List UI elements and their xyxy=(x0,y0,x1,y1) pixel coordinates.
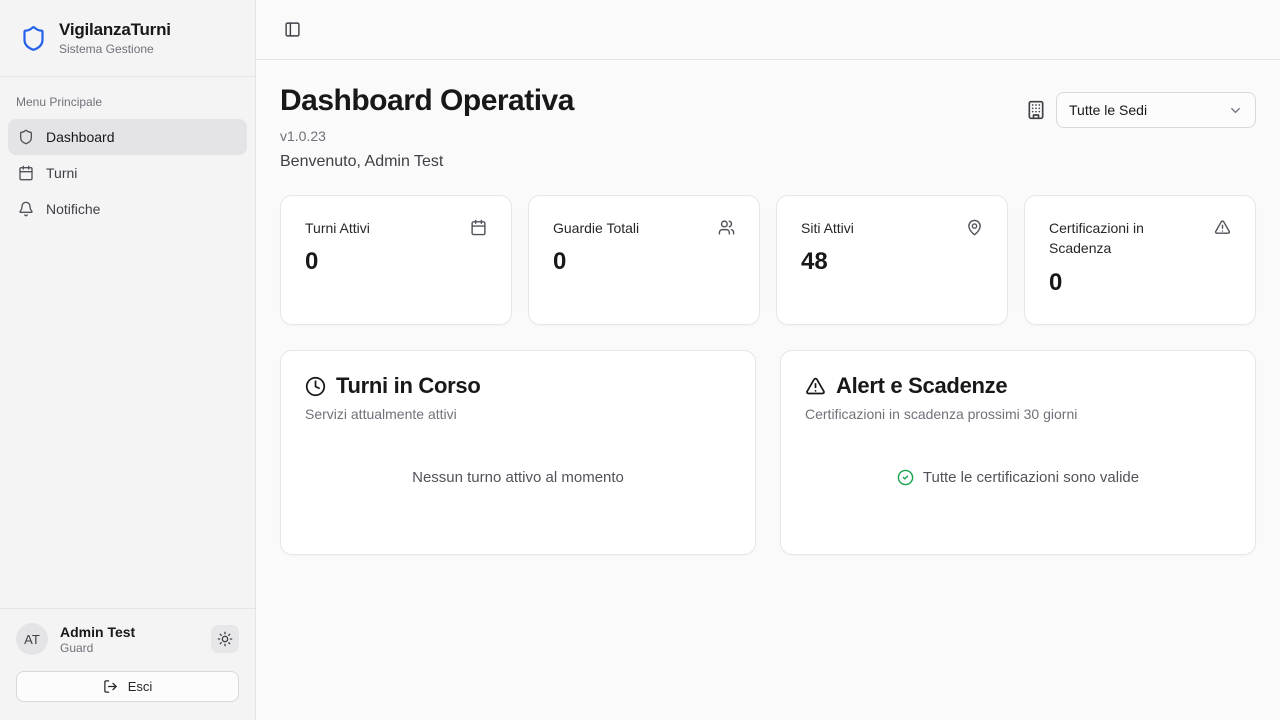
building-icon xyxy=(1026,100,1046,120)
logout-button[interactable]: Esci xyxy=(16,671,239,702)
panel-left-icon xyxy=(284,21,301,38)
stat-label: Certificazioni in Scadenza xyxy=(1049,220,1144,257)
sidebar-item-dashboard[interactable]: Dashboard xyxy=(8,119,247,155)
stat-value: 0 xyxy=(305,248,319,276)
sidebar: VigilanzaTurni Sistema Gestione Menu Pri… xyxy=(0,0,256,720)
sidebar-item-turni[interactable]: Turni xyxy=(8,155,247,191)
topbar xyxy=(256,0,1280,60)
stat-card-turni-attivi: Turni Attivi 0 xyxy=(280,195,512,325)
stat-value: 0 xyxy=(1049,268,1063,296)
sidebar-footer: AT Admin Test Guard Esci xyxy=(0,608,255,720)
stat-label: Siti Attivi xyxy=(801,220,854,236)
clock-icon xyxy=(305,376,326,397)
stat-label: Guardie Totali xyxy=(553,220,640,236)
alert-triangle-icon xyxy=(805,376,826,397)
sidebar-item-label: Turni xyxy=(46,165,78,181)
avatar: AT xyxy=(16,623,48,655)
main-area: Dashboard Operativa v1.0.23 Benvenuto, A… xyxy=(256,0,1280,720)
circle-check-icon xyxy=(897,469,914,486)
sidebar-item-label: Notifiche xyxy=(46,201,101,217)
log-out-icon xyxy=(103,679,118,694)
sidebar-item-notifiche[interactable]: Notifiche xyxy=(8,191,247,227)
app-subtitle: Sistema Gestione xyxy=(59,42,154,56)
stat-card-siti-attivi: Siti Attivi 48 xyxy=(776,195,1008,325)
app-title: VigilanzaTurni xyxy=(59,20,171,39)
app-logo: VigilanzaTurni Sistema Gestione xyxy=(0,0,255,77)
calendar-icon xyxy=(18,165,34,181)
page-header: Dashboard Operativa v1.0.23 Benvenuto, A… xyxy=(280,84,1256,171)
empty-state-text: Tutte le certificazioni sono valide xyxy=(922,468,1140,486)
sidebar-toggle-button[interactable] xyxy=(280,17,305,42)
site-filter-value: Tutte le Sedi xyxy=(1069,102,1148,118)
chevron-down-icon xyxy=(1228,103,1243,118)
shield-logo-icon xyxy=(20,25,47,52)
app-version: v1.0.23 xyxy=(280,128,326,144)
header-right: Tutte le Sedi xyxy=(1026,92,1256,128)
panel-title: Turni in Corso xyxy=(336,373,481,398)
panel-alert-scadenze: Alert e Scadenze Certificazioni in scade… xyxy=(780,350,1256,555)
shield-icon xyxy=(18,129,34,145)
theme-toggle-button[interactable] xyxy=(211,625,239,653)
empty-state-text: Nessun turno attivo al momento xyxy=(412,468,624,486)
stat-value: 0 xyxy=(553,248,567,276)
bell-icon xyxy=(18,201,34,217)
sidebar-nav: Menu Principale Dashboard Turni Notifich… xyxy=(0,77,255,608)
stat-value: 48 xyxy=(801,248,828,276)
stat-card-guardie-totali: Guardie Totali 0 xyxy=(528,195,760,325)
panels-grid: Turni in Corso Servizi attualmente attiv… xyxy=(280,350,1256,555)
sidebar-item-label: Dashboard xyxy=(46,129,115,145)
users-icon xyxy=(718,219,735,236)
content: Dashboard Operativa v1.0.23 Benvenuto, A… xyxy=(256,60,1280,720)
panel-title: Alert e Scadenze xyxy=(836,373,1008,398)
stat-card-certificazioni: Certificazioni in Scadenza 0 xyxy=(1024,195,1256,325)
site-filter-select[interactable]: Tutte le Sedi xyxy=(1056,92,1256,128)
user-name: Admin Test xyxy=(60,623,136,640)
logout-label: Esci xyxy=(127,679,153,694)
welcome-text: Benvenuto, Admin Test xyxy=(280,153,444,170)
panel-subtitle: Certificazioni in scadenza prossimi 30 g… xyxy=(805,406,1078,422)
stats-grid: Turni Attivi 0 Guardie Totali 0 xyxy=(280,195,1256,325)
panel-subtitle: Servizi attualmente attivi xyxy=(305,406,457,422)
alert-triangle-icon xyxy=(1214,219,1231,236)
page-title: Dashboard Operativa xyxy=(280,84,574,117)
user-role: Guard xyxy=(60,640,94,655)
stat-label: Turni Attivi xyxy=(305,220,370,236)
nav-section-label: Menu Principale xyxy=(16,95,103,109)
sun-icon xyxy=(217,631,233,647)
map-pin-icon xyxy=(966,219,983,236)
user-row: AT Admin Test Guard xyxy=(16,623,239,655)
panel-turni-in-corso: Turni in Corso Servizi attualmente attiv… xyxy=(280,350,756,555)
calendar-icon xyxy=(470,219,487,236)
